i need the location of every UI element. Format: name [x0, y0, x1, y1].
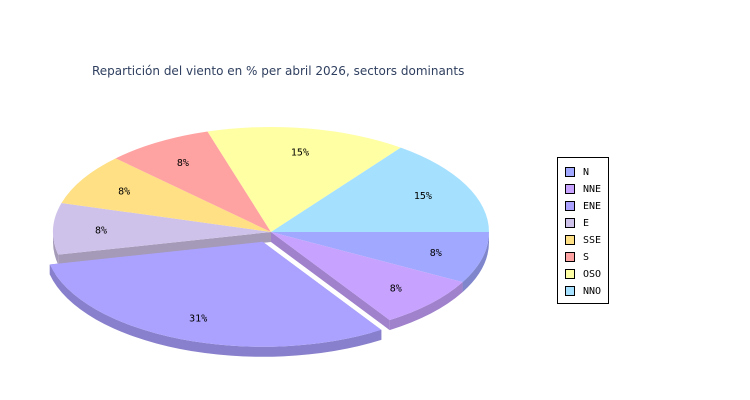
legend-label: S — [583, 251, 590, 263]
legend-item-s: S — [565, 251, 589, 263]
pie-slice-nno — [271, 147, 490, 232]
pie-slice-side-n — [462, 232, 489, 293]
pie-slice-side-nne — [389, 282, 463, 331]
slice-label-oso: 15% — [291, 147, 309, 158]
legend-item-sse: SSE — [565, 234, 601, 246]
legend-label: OSO — [583, 268, 602, 280]
slice-label-n: 8% — [430, 248, 442, 259]
slice-label-nno: 15% — [414, 191, 432, 202]
legend-swatch — [565, 184, 575, 194]
pie-slice-sse — [61, 158, 271, 232]
pie-slice-oso — [207, 126, 401, 232]
pie-slice-n — [271, 232, 489, 283]
pie-slice-cut-nne — [271, 232, 390, 331]
legend-swatch — [565, 269, 575, 279]
pie-slice-side-ene — [49, 264, 382, 357]
legend-swatch — [565, 201, 575, 211]
legend-label: SSE — [583, 234, 602, 246]
legend-swatch — [565, 252, 575, 262]
legend-label: NNE — [583, 183, 602, 195]
legend-label: N — [583, 166, 590, 178]
legend-label: NNO — [583, 285, 602, 297]
chart-legend: N NNE ENE E SSE S OSO NNO — [557, 157, 609, 304]
legend-swatch — [565, 235, 575, 245]
legend-swatch — [565, 218, 575, 228]
pie-slice-e — [53, 202, 271, 255]
legend-item-nno: NNO — [565, 285, 601, 297]
legend-swatch — [565, 286, 575, 296]
slice-label-e: 8% — [95, 225, 107, 236]
legend-item-oso: OSO — [565, 268, 601, 280]
pie-slice-side-e — [53, 232, 59, 265]
legend-label: ENE — [583, 200, 602, 212]
chart-title: Repartición del viento en % per abril 20… — [92, 64, 465, 78]
pie-slice-nne — [271, 232, 463, 321]
pie-slice-cut-e — [58, 232, 272, 265]
pie-slices — [49, 126, 490, 357]
slice-label-ene: 31% — [189, 314, 207, 325]
legend-label: E — [583, 217, 590, 229]
pie-slice-s — [115, 131, 271, 232]
pie-slice-ene — [49, 241, 382, 347]
slice-label-nne: 8% — [390, 284, 402, 295]
legend-item-ene: ENE — [565, 200, 601, 212]
legend-item-nne: NNE — [565, 183, 601, 195]
legend-item-e: E — [565, 217, 589, 229]
legend-swatch — [565, 167, 575, 177]
slice-label-sse: 8% — [118, 187, 130, 198]
slice-label-s: 8% — [177, 158, 189, 169]
legend-item-n: N — [565, 166, 589, 178]
